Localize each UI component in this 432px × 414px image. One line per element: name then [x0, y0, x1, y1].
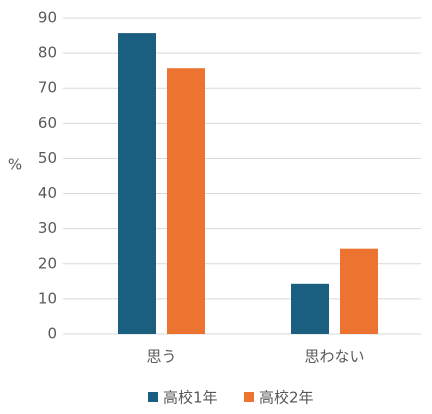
bar — [118, 33, 156, 334]
x-tick-label: 思わない — [304, 348, 364, 366]
y-tick-label: 40 — [38, 184, 57, 202]
bar — [291, 283, 329, 334]
y-tick-label: 70 — [38, 79, 57, 97]
y-tick-label: 10 — [38, 289, 57, 307]
legend-label: 高校2年 — [259, 389, 314, 407]
bar — [340, 248, 378, 334]
y-tick-label: 20 — [38, 254, 57, 272]
y-tick-label: 50 — [38, 149, 57, 167]
y-tick-label: 80 — [38, 44, 57, 62]
legend-label: 高校1年 — [163, 389, 218, 407]
legend-swatch — [244, 392, 254, 402]
bar — [167, 68, 205, 334]
y-tick-label: 30 — [38, 219, 57, 237]
y-tick-label: 60 — [38, 114, 57, 132]
y-tick-label: 90 — [38, 9, 57, 27]
y-tick-label: 0 — [47, 325, 57, 343]
y-axis-label: % — [8, 156, 22, 174]
x-tick-label: 思う — [146, 348, 176, 366]
legend-swatch — [148, 392, 158, 402]
